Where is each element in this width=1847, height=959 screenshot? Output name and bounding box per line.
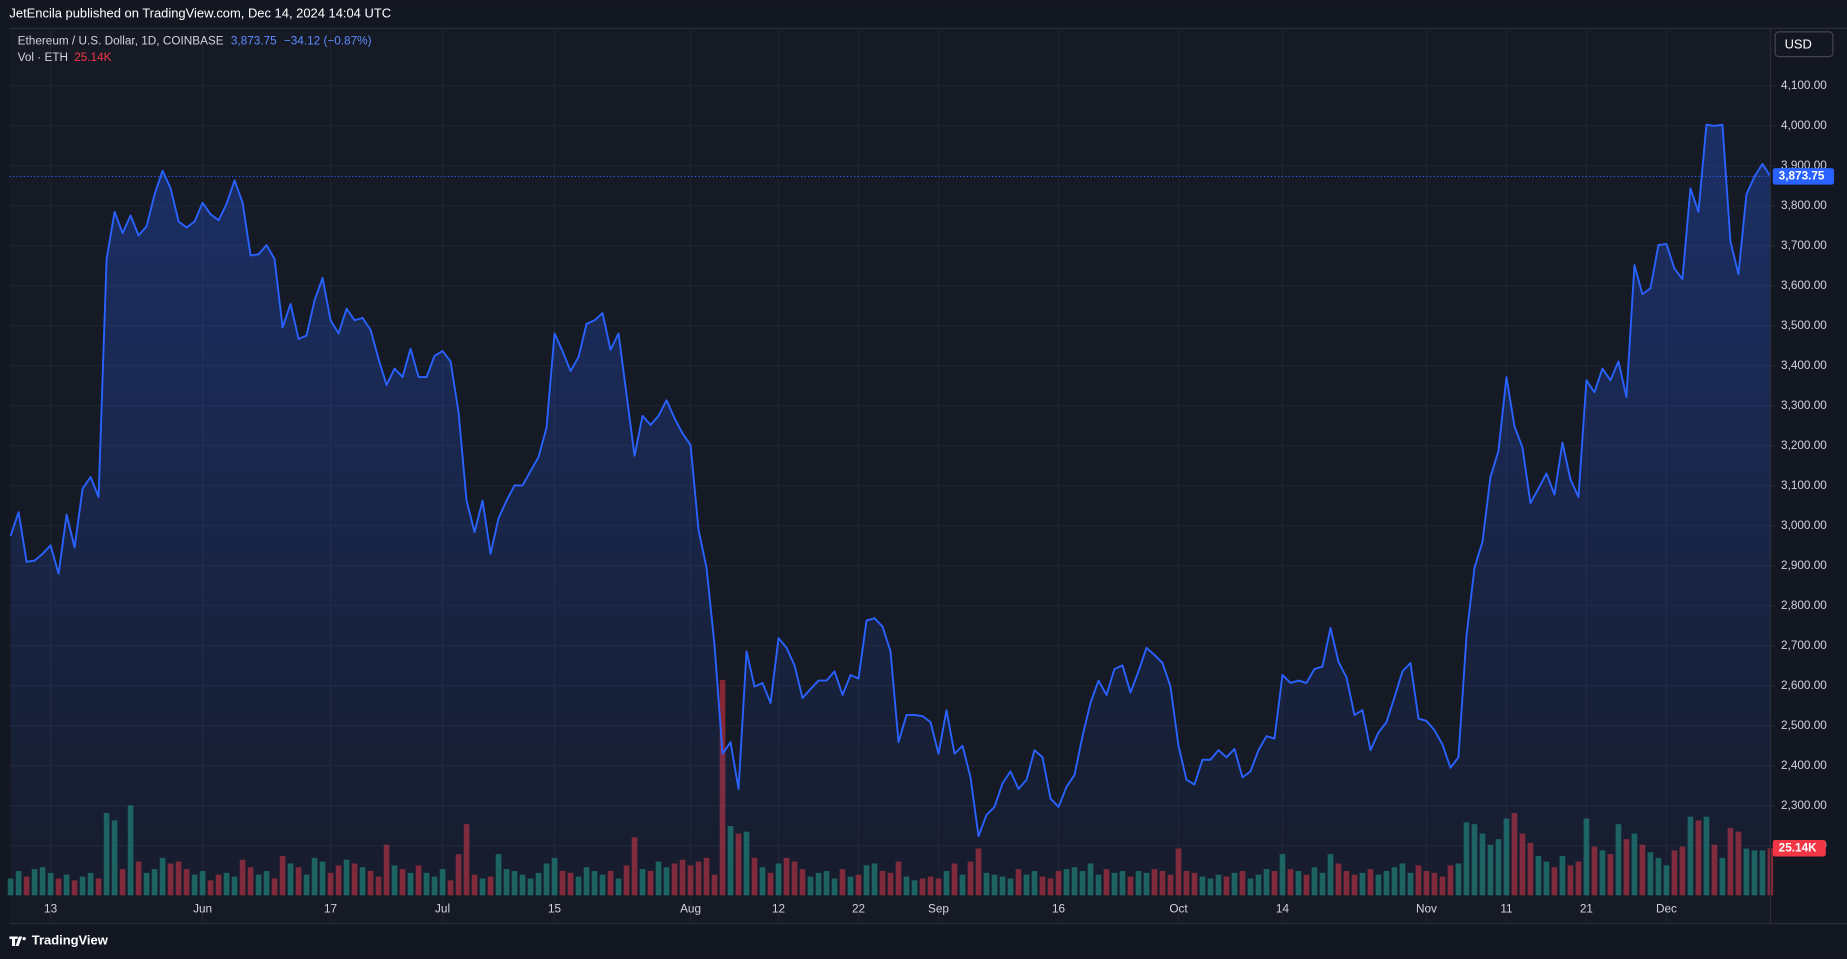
y-tick-label: 3,200.00 [1781, 439, 1827, 452]
chart-title: Ethereum / U.S. Dollar, 1D, COINBASE [18, 34, 224, 47]
y-tick-label: 2,600.00 [1781, 679, 1827, 692]
price-plot [9, 123, 1772, 896]
x-tick-label: 16 [1052, 903, 1066, 916]
currency-button[interactable] [1774, 31, 1834, 58]
last-price-label: 3,873.75 [1779, 170, 1825, 183]
y-tick-label: 3,400.00 [1781, 359, 1827, 372]
x-tick-label: Jul [435, 903, 450, 916]
price-area [10, 124, 1771, 896]
brand: TradingView [32, 933, 109, 948]
y-tick-label: 4,000.00 [1781, 119, 1827, 132]
x-tick-label: 22 [852, 903, 865, 916]
x-tick-label: 17 [324, 903, 337, 916]
x-tick-label: 12 [772, 903, 785, 916]
last-volume-label: 25.14K [1779, 841, 1817, 854]
price-change: −34.12 (−0.87%) [284, 34, 372, 47]
y-tick-label: 2,800.00 [1781, 599, 1827, 612]
y-tick-label: 3,600.00 [1781, 279, 1827, 292]
y-tick-label: 3,800.00 [1781, 199, 1827, 212]
x-tick-label: Sep [928, 903, 949, 916]
y-tick-label: 2,700.00 [1781, 639, 1827, 652]
x-tick-label: 13 [44, 903, 58, 916]
last-price-header: 3,873.75 [231, 34, 277, 47]
currency[interactable]: USD [1785, 36, 1812, 51]
x-tick-label: Oct [1169, 903, 1188, 916]
volume-last-header: 25.14K [74, 51, 111, 64]
volume-bar [7, 878, 14, 896]
x-tick-label: Aug [680, 903, 701, 916]
x-tick-label: Jun [193, 903, 212, 916]
volume-title: Vol · ETH [18, 51, 68, 64]
y-tick-label: 2,300.00 [1781, 799, 1827, 812]
last-price-tag [1772, 168, 1835, 185]
x-tick-label: 15 [548, 903, 562, 916]
brand-logo [9, 936, 26, 946]
last-volume-tag [1772, 839, 1826, 857]
y-tick-label: 4,100.00 [1781, 79, 1827, 92]
y-tick-label: 3,300.00 [1781, 399, 1827, 412]
y-tick-label: 3,500.00 [1781, 319, 1827, 332]
y-tick-label: 2,400.00 [1781, 759, 1827, 772]
axes: 2,200.002,300.002,400.002,500.002,600.00… [44, 79, 1835, 916]
x-tick-label: 21 [1580, 903, 1593, 916]
y-tick-label: 2,500.00 [1781, 719, 1827, 732]
x-tick-label: Dec [1656, 903, 1677, 916]
price-line [9, 123, 1772, 838]
x-tick-label: 11 [1500, 903, 1512, 916]
y-tick-label: 3,100.00 [1781, 479, 1827, 492]
x-tick-label: Nov [1416, 903, 1437, 916]
y-tick-label: 3,700.00 [1781, 239, 1827, 252]
x-tick-label: 14 [1276, 903, 1290, 916]
y-tick-label: 2,900.00 [1781, 559, 1827, 572]
y-tick-label: 3,000.00 [1781, 519, 1827, 532]
publisher: JetEncila published on TradingView.com, … [9, 6, 391, 21]
